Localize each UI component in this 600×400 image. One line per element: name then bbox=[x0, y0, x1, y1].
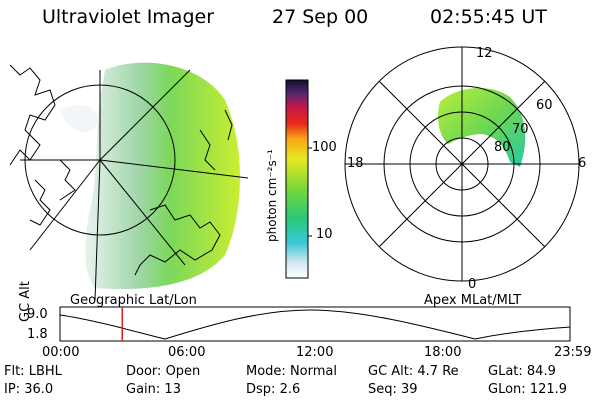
mlat-label-70: 70 bbox=[512, 122, 529, 137]
status-filter: Flt: LBHL bbox=[4, 364, 62, 379]
coastline bbox=[9, 64, 233, 276]
colorbar-tick-10: 10 bbox=[316, 227, 333, 242]
left-panel-caption: Geographic Lat/Lon bbox=[70, 293, 197, 308]
timeline-xtick: 18:00 bbox=[424, 345, 462, 360]
mlt-label-12: 12 bbox=[476, 46, 493, 61]
colorbar-tick-100: 100 bbox=[312, 140, 337, 155]
colorbar-unit-label: photon cm⁻²s⁻¹ bbox=[265, 149, 279, 242]
altitude-timeline bbox=[59, 306, 571, 342]
status-seq: Seq: 39 bbox=[368, 382, 418, 397]
timeline-frame bbox=[59, 306, 571, 342]
status-mode: Mode: Normal bbox=[246, 364, 337, 379]
instrument-title: Ultraviolet Imager bbox=[42, 6, 215, 28]
mlat-label-80: 80 bbox=[494, 140, 511, 155]
image-date: 27 Sep 00 bbox=[272, 6, 369, 28]
status-door: Door: Open bbox=[126, 364, 201, 379]
mlt-label-0: 0 bbox=[468, 277, 477, 292]
mlt-label-6: 6 bbox=[578, 156, 587, 171]
right-panel-caption: Apex MLat/MLT bbox=[424, 293, 522, 308]
colorbar bbox=[285, 79, 312, 279]
meridian-line bbox=[94, 159, 101, 300]
timeline-xtick: 12:00 bbox=[296, 345, 334, 360]
geographic-image-panel bbox=[9, 62, 249, 300]
image-time: 02:55:45 UT bbox=[430, 6, 547, 28]
timeline-ytick-low: 1.8 bbox=[27, 327, 48, 342]
timeline-xtick: 23:59 bbox=[554, 345, 592, 360]
auroral-oval bbox=[437, 87, 526, 167]
altitude-curve bbox=[59, 309, 571, 340]
status-gc-alt: GC Alt: 4.7 Re bbox=[368, 364, 459, 379]
meridian-line bbox=[99, 159, 249, 179]
status-glon: GLon: 121.9 bbox=[488, 382, 568, 397]
meridian-line bbox=[99, 159, 186, 266]
meridian-line bbox=[29, 159, 101, 251]
mlt-label-18: 18 bbox=[347, 156, 364, 171]
meridian-line bbox=[99, 69, 191, 161]
status-gain: Gain: 13 bbox=[126, 382, 181, 397]
timeline-xtick: 06:00 bbox=[168, 345, 206, 360]
aurora-emission-left bbox=[85, 62, 241, 290]
timeline-ytick-high: 9.0 bbox=[27, 307, 48, 322]
status-glat: GLat: 84.9 bbox=[488, 364, 556, 379]
status-dsp: Dsp: 2.6 bbox=[246, 382, 301, 397]
status-ip: IP: 36.0 bbox=[4, 382, 54, 397]
mlat-label-60: 60 bbox=[536, 98, 553, 113]
polar-plot-panel bbox=[344, 46, 580, 282]
timeline-xtick: 00:00 bbox=[42, 345, 80, 360]
